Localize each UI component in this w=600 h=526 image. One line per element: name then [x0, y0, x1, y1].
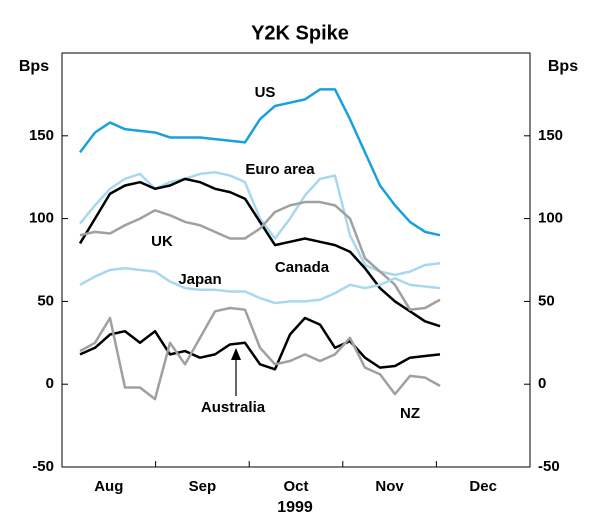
y-tick-label: 150	[29, 127, 54, 144]
series-label: NZ	[400, 405, 420, 422]
x-tick-label: Nov	[375, 478, 404, 495]
x-tick-label: Oct	[283, 478, 308, 495]
series-label: US	[255, 84, 276, 101]
series-line	[79, 267, 441, 305]
y2-tick-label: 150	[538, 127, 563, 144]
series-label: Australia	[201, 399, 266, 416]
arrow-head	[231, 348, 241, 360]
y-tick-label: 100	[29, 210, 54, 227]
x-tick-label: Aug	[94, 478, 123, 495]
year-label: 1999	[277, 499, 313, 516]
series-line	[78, 177, 441, 328]
y-tick-label: 50	[37, 292, 54, 309]
plot-frame	[61, 52, 531, 468]
x-tick-label: Dec	[469, 478, 497, 495]
series-label: Euro area	[245, 161, 315, 178]
x-tick-label: Sep	[189, 478, 217, 495]
y2-tick-label: 100	[538, 210, 563, 227]
series-label: Canada	[275, 259, 330, 276]
series-line	[79, 200, 441, 311]
y2-tick-label: -50	[538, 458, 560, 475]
series-line	[79, 316, 441, 371]
y-tick-label: -50	[32, 458, 54, 475]
y2-axis-label: Bps	[548, 58, 578, 75]
chart-title: Y2K Spike	[251, 22, 349, 44]
series-line	[79, 306, 441, 401]
series-line	[79, 88, 441, 237]
y-axis-label: Bps	[19, 58, 49, 75]
y2-tick-label: 0	[538, 375, 546, 392]
series-label: UK	[151, 233, 173, 250]
y-tick-label: 0	[46, 375, 54, 392]
y2-tick-label: 50	[538, 292, 555, 309]
series-label: Japan	[178, 271, 221, 288]
